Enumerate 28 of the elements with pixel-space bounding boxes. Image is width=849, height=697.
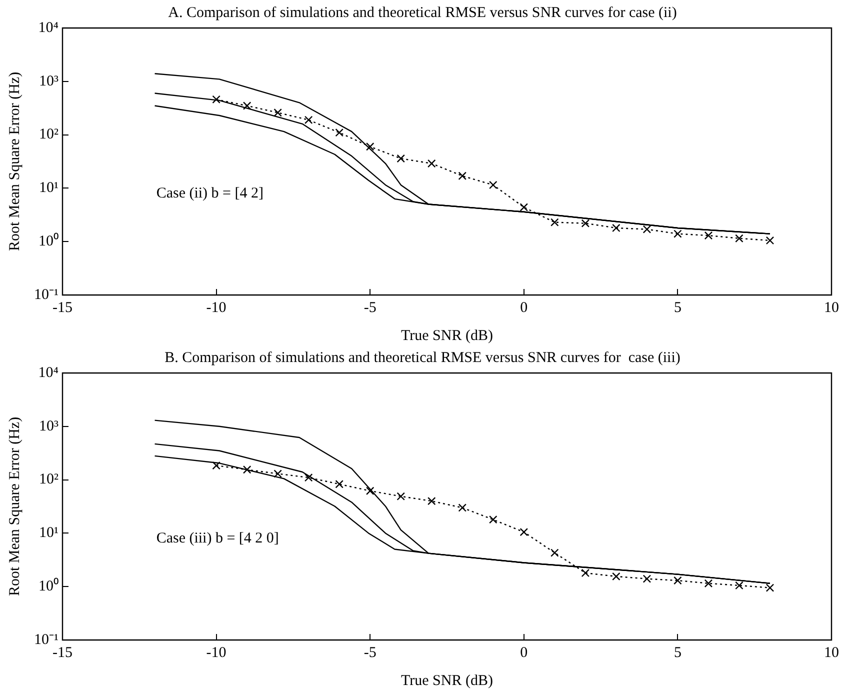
annotation: Case (iii) b = [4 2 0] xyxy=(156,530,279,546)
y-tick-label: 10⁴ xyxy=(38,364,58,381)
annotation: Case (ii) b = [4 2] xyxy=(156,185,264,202)
x-tick-label: -5 xyxy=(364,300,376,316)
x-tick-label: 10 xyxy=(824,300,839,316)
y-tick-label: 10¹ xyxy=(38,180,58,196)
y-tick-label: 10² xyxy=(38,126,59,143)
x-axis-title: True SNR (dB) xyxy=(401,672,493,689)
x-tick-label: 5 xyxy=(674,644,682,661)
y-tick-label: 10⁴ xyxy=(38,20,58,36)
x-tick-label: 5 xyxy=(674,300,682,316)
x-tick-label: -5 xyxy=(364,644,376,661)
chart-title: A. Comparison of simulations and theoretical RMSE versus SNR curves for case (ii) xyxy=(168,4,677,21)
y-axis-title: Root Mean Square Error (Hz) xyxy=(6,416,23,596)
y-tick-label: 10⁰ xyxy=(38,578,58,595)
y-tick-label: 10³ xyxy=(38,73,59,90)
chart-title: B. Comparison of simulations and theoretical RMSE versus SNR curves for case (iii) xyxy=(164,350,680,366)
x-axis-title: True SNR (dB) xyxy=(401,328,493,344)
y-axis-title: Root Mean Square Error (Hz) xyxy=(6,72,23,252)
x-tick-label: 0 xyxy=(520,644,528,661)
x-tick-label: -10 xyxy=(206,300,226,316)
y-tick-label: 10⁰ xyxy=(38,232,58,250)
x-tick-label: -10 xyxy=(206,644,226,661)
y-tick-label: 10³ xyxy=(38,418,59,434)
x-tick-label: 10 xyxy=(824,644,839,661)
y-tick-label: 10² xyxy=(38,472,59,488)
x-tick-label: 0 xyxy=(520,300,528,316)
y-tick-label: 10¹ xyxy=(38,525,58,542)
